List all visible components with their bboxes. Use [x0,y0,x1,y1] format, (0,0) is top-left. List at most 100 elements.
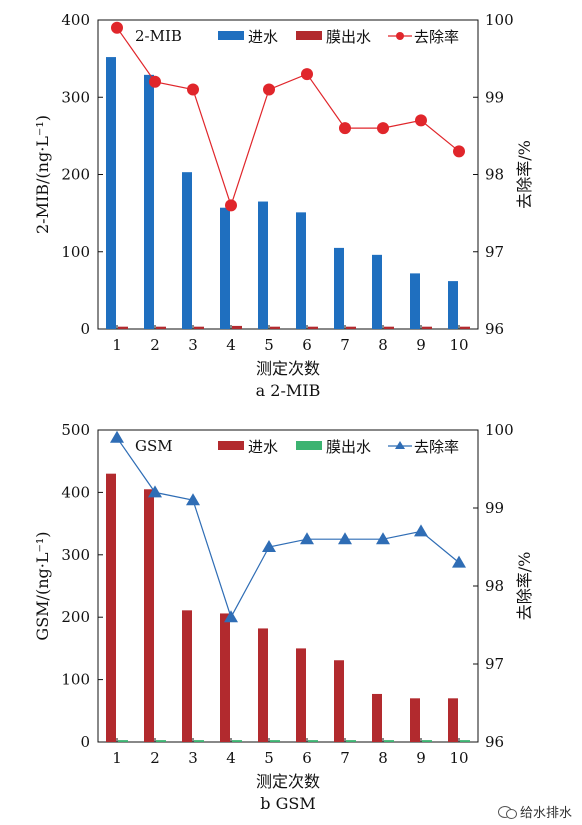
a-x-tick-label: 7 [340,336,350,354]
b-bar-inflow [144,489,154,742]
a-right-tick-label: 96 [485,320,504,338]
a-inset-label: 2-MIB [135,27,182,45]
a-bar-inflow [106,57,116,330]
a-removal-point [301,68,313,81]
a-removal-point [339,122,351,135]
a-bar-effluent [346,326,356,329]
b-left-tick-label: 0 [80,733,90,751]
b-removal-line [116,437,460,619]
b-x-tick-label: 10 [449,749,468,767]
a-removal-point [225,199,237,212]
b-legend-label-removal: 去除率 [414,438,459,456]
b-x-tick-label: 8 [378,749,388,767]
b-bar-inflow [296,648,306,742]
b-removal-point [148,485,162,498]
b-bar-effluent [194,740,204,742]
a-removal-point [263,83,275,96]
b-x-tick-label: 5 [264,749,274,767]
a-bar-inflow [410,273,420,329]
b-bar-inflow [372,693,382,742]
b-bar-inflow [258,628,268,742]
a-legend-swatch-inflow [218,31,244,40]
b-plot-frame [97,429,479,743]
b-bar-inflow [410,698,420,742]
a-bar-effluent [308,326,318,329]
b-legend-label-inflow: 进水 [248,438,278,456]
a-removal-point [415,114,427,127]
a-x-tick-label: 8 [378,336,388,354]
b-right-tick-label: 100 [485,421,514,439]
a-right-tick-label: 97 [485,243,504,261]
b-bar-effluent [384,740,394,742]
b-removal-point [186,493,200,506]
a-left-tick-label: 300 [61,88,90,106]
b-bar-effluent [346,740,356,742]
a-bar-inflow [296,212,306,329]
b-x-tick-label: 2 [150,749,160,767]
a-right-tick-label: 99 [485,88,504,106]
b-legend-swatch-effluent [296,441,322,450]
b-caption: b GSM [260,794,315,813]
b-removal-point [110,430,124,443]
wechat-icon [497,805,517,819]
b-left-tick-label: 500 [61,421,90,439]
a-x-tick-label: 9 [416,336,426,354]
b-x-tick-label: 7 [340,749,350,767]
b-left-tick-label: 200 [61,608,90,626]
a-caption: a 2-MIB [256,381,321,400]
a-x-tick-label: 3 [188,336,198,354]
b-bar-effluent [232,740,242,742]
a-bar-effluent [270,326,280,329]
b-x-tick-label: 9 [416,749,426,767]
b-removal-point [262,540,276,552]
a-y-axis-title-left: 2-MIB/(ng·L⁻¹) [33,115,52,234]
a-x-axis-title: 测定次数 [256,359,320,378]
a-bar-inflow [334,247,344,329]
b-x-tick-label: 6 [302,749,312,767]
a-bar-inflow [372,254,382,329]
watermark-text: 给水排水 [519,806,572,821]
a-x-tick-label: 1 [112,336,122,354]
a-bar-inflow [144,74,154,329]
a-x-tick-label: 10 [449,336,468,354]
a-bar-effluent [118,326,128,329]
a-x-tick-label: 4 [226,336,236,354]
a-removal-point [453,145,465,158]
a-left-tick-label: 100 [61,243,90,261]
a-right-tick-label: 100 [485,11,514,29]
b-legend-swatch-inflow [218,441,244,450]
b-bar-inflow [220,613,230,742]
a-x-tick-label: 5 [264,336,274,354]
a-removal-point [187,83,199,96]
b-bar-effluent [460,740,470,742]
b-removal-point [414,524,428,537]
b-left-tick-label: 300 [61,546,90,564]
b-x-tick-label: 1 [112,749,122,767]
a-bar-effluent [156,326,166,329]
b-removal-point [300,532,314,545]
b-bar-inflow [334,660,344,742]
b-inset-label: GSM [135,437,173,455]
b-right-tick-label: 99 [485,499,504,517]
a-bar-effluent [384,326,394,329]
a-bar-effluent [232,325,242,329]
a-plot-frame [97,19,479,330]
b-bar-effluent [118,740,128,742]
b-left-tick-label: 400 [61,483,90,501]
b-right-tick-label: 97 [485,655,504,673]
a-bar-effluent [194,326,204,329]
b-bar-inflow [448,698,458,742]
b-right-tick-label: 96 [485,733,504,751]
b-bar-effluent [308,740,318,742]
b-y-axis-title-right: 去除率/% [515,552,534,621]
a-right-tick-label: 98 [485,166,504,184]
a-removal-point [111,21,123,34]
a-x-tick-label: 6 [302,336,312,354]
a-legend-marker-removal [396,32,404,40]
b-bar-effluent [270,740,280,742]
watermark: 给水排水 [497,802,572,821]
a-bar-inflow [258,201,268,329]
b-removal-point [376,532,390,545]
b-legend-marker-removal [395,441,405,449]
b-bar-inflow [106,473,116,742]
